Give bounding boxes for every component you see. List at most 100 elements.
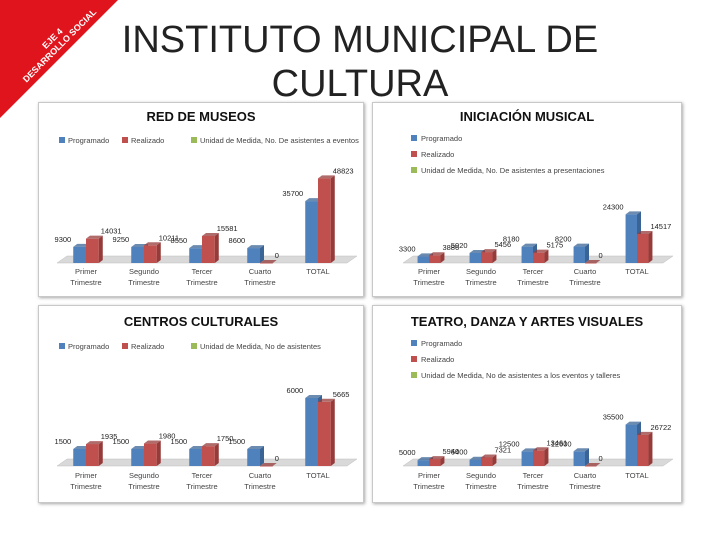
bar-realizado-tercer-trimestre — [533, 450, 545, 466]
data-label-realizado-cuarto-trimestre: 0 — [275, 454, 279, 463]
bar-top-realizado-segundo-trimestre — [144, 440, 161, 444]
data-label-programado-segundo-trimestre: 5020 — [451, 241, 468, 250]
tick-label-total: TOTAL — [625, 471, 648, 480]
legend-label-realizado: Realizado — [421, 150, 454, 159]
data-label-realizado-primer-trimestre: 14031 — [101, 227, 122, 236]
chart-panel-teatro-danza: TEATRO, DANZA Y ARTES VISUALES Programado… — [372, 305, 682, 503]
bar-top-programado-cuarto-trimestre — [573, 448, 589, 452]
bar-side-programado-cuarto-trimestre — [585, 243, 589, 263]
tick-label-segundo-trimestre: Segundo Trimestre — [128, 471, 159, 491]
tick-label-tercer-trimestre: Tercer Trimestre — [517, 267, 548, 287]
legend-label-realizado: Realizado — [131, 342, 164, 351]
eje-ribbon — [0, 0, 118, 118]
bar-top-realizado-cuarto-trimestre — [585, 463, 601, 466]
data-label-programado-tercer-trimestre: 8180 — [503, 235, 520, 244]
data-label-realizado-segundo-trimestre: 10211 — [159, 233, 179, 242]
data-label-realizado-primer-trimestre: 1935 — [101, 432, 118, 441]
bar-top-realizado-cuarto-trimestre — [260, 463, 277, 466]
data-label-programado-total: 6000 — [287, 386, 304, 395]
data-label-programado-total: 24300 — [603, 202, 624, 211]
legend-swatch-realizado — [411, 151, 417, 157]
bar-top-realizado-tercer-trimestre — [202, 232, 219, 236]
bar-programado-total — [305, 398, 318, 466]
bar-top-realizado-total — [637, 431, 653, 435]
tick-label-primer-trimestre: Primer Trimestre — [413, 471, 444, 491]
legend-label-realizado: Realizado — [421, 355, 454, 364]
bar-realizado-cuarto-trimestre — [585, 466, 597, 467]
bar-realizado-primer-trimestre — [86, 444, 99, 466]
tick-label-total: TOTAL — [625, 267, 648, 276]
tick-label-cuarto-trimestre: Cuarto Trimestre — [244, 471, 275, 491]
bar-side-realizado-total — [330, 175, 335, 263]
bar-top-programado-total — [305, 395, 322, 398]
data-label-realizado-total: 48823 — [333, 166, 354, 175]
chart-red-de-museos: RED DE MUSEOS Programado Realizado Unidad d… — [55, 109, 360, 287]
data-label-programado-segundo-trimestre: 5400 — [451, 448, 468, 457]
bar-realizado-total — [318, 401, 331, 466]
tick-label-primer-trimestre: Primer Trimestre — [413, 267, 444, 287]
data-label-programado-tercer-trimestre: 8550 — [171, 236, 188, 245]
bar-side-realizado-total — [330, 398, 335, 466]
legend-swatch-programado — [59, 137, 65, 143]
legend-swatch-programado — [411, 340, 417, 346]
bar-realizado-cuarto-trimestre — [585, 263, 597, 264]
chart-iniciacion-musical: INICIACIÓN MUSICAL Programado Realizado Uni… — [399, 109, 674, 287]
data-label-realizado-segundo-trimestre: 1980 — [159, 432, 176, 441]
page-title: INSTITUTO MUNICIPAL DE CULTURA — [121, 19, 599, 105]
bar-top-realizado-segundo-trimestre — [481, 454, 497, 458]
data-label-programado-segundo-trimestre: 1500 — [113, 437, 130, 446]
bar-side-realizado-tercer-trimestre — [214, 232, 219, 263]
bar-realizado-tercer-trimestre — [202, 446, 215, 466]
bar-programado-segundo-trimestre — [469, 459, 481, 466]
chart-title: TEATRO, DANZA Y ARTES VISUALES — [411, 314, 644, 329]
bar-realizado-tercer-trimestre — [202, 235, 215, 263]
bar-top-realizado-primer-trimestre — [86, 235, 103, 239]
legend-label-unidad-de-medida-no-de-asistentes-a-los-eventos-y-talleres: Unidad de Medida, No de asistentes a los… — [421, 371, 621, 380]
legend-label-programado: Programado — [421, 134, 462, 143]
tick-label-tercer-trimestre: Tercer Trimestre — [517, 471, 548, 491]
bar-top-programado-segundo-trimestre — [131, 446, 148, 449]
bar-realizado-segundo-trimestre — [144, 245, 157, 263]
bar-side-realizado-total — [648, 230, 653, 263]
bar-top-programado-primer-trimestre — [73, 446, 90, 449]
tick-label-total: TOTAL — [306, 267, 329, 276]
tick-label-cuarto-trimestre: Cuarto Trimestre — [569, 267, 600, 287]
bar-programado-tercer-trimestre — [189, 248, 202, 263]
bar-side-programado-cuarto-trimestre — [260, 446, 264, 466]
data-label-programado-primer-trimestre: 5000 — [399, 448, 416, 457]
bar-top-realizado-total — [318, 175, 335, 179]
bar-top-programado-cuarto-trimestre — [247, 446, 264, 449]
bar-realizado-cuarto-trimestre — [260, 263, 273, 264]
legend-label-unidad-de-medida-no-de-asistentes-a-eventos: Unidad de Medida, No. De asistentes a ev… — [200, 136, 359, 145]
data-label-programado-cuarto-trimestre: 12600 — [551, 439, 572, 448]
bar-programado-segundo-trimestre — [131, 246, 144, 263]
legend-label-realizado: Realizado — [131, 136, 164, 145]
legend-swatch-unidad-de-medida-no-de-asistentes-a-eventos — [191, 137, 197, 143]
bar-top-programado-cuarto-trimestre — [573, 243, 589, 247]
bar-top-programado-tercer-trimestre — [189, 245, 206, 249]
bar-programado-primer-trimestre — [417, 256, 429, 263]
bar-side-programado-cuarto-trimestre — [260, 245, 264, 263]
tick-label-segundo-trimestre: Segundo Trimestre — [128, 267, 159, 287]
bar-top-realizado-tercer-trimestre — [533, 447, 549, 451]
chart-centros-culturales: CENTROS CULTURALES Programado Realizado Uni… — [55, 314, 358, 491]
chart-panel-centros-culturales: CENTROS CULTURALES Programado Realizado Uni… — [38, 305, 364, 503]
bar-side-realizado-segundo-trimestre — [156, 440, 161, 466]
bar-side-realizado-segundo-trimestre — [492, 454, 497, 466]
bar-realizado-tercer-trimestre — [533, 252, 545, 263]
bar-side-realizado-primer-trimestre — [440, 252, 445, 263]
legend-label-programado: Programado — [68, 136, 109, 145]
bar-realizado-primer-trimestre — [86, 238, 99, 263]
bar-programado-primer-trimestre — [73, 246, 86, 263]
tick-label-segundo-trimestre: Segundo Trimestre — [465, 267, 496, 287]
data-label-realizado-total: 26722 — [650, 423, 671, 432]
bar-programado-tercer-trimestre — [521, 451, 533, 466]
data-label-programado-tercer-trimestre: 1500 — [171, 437, 188, 446]
bar-side-realizado-tercer-trimestre — [214, 443, 219, 466]
data-label-realizado-total: 14517 — [650, 222, 671, 231]
legend-swatch-programado — [59, 343, 65, 349]
data-label-realizado-total: 5665 — [333, 390, 350, 399]
tick-label-cuarto-trimestre: Cuarto Trimestre — [569, 471, 600, 491]
bar-realizado-total — [318, 178, 331, 263]
bar-top-programado-tercer-trimestre — [521, 243, 537, 247]
